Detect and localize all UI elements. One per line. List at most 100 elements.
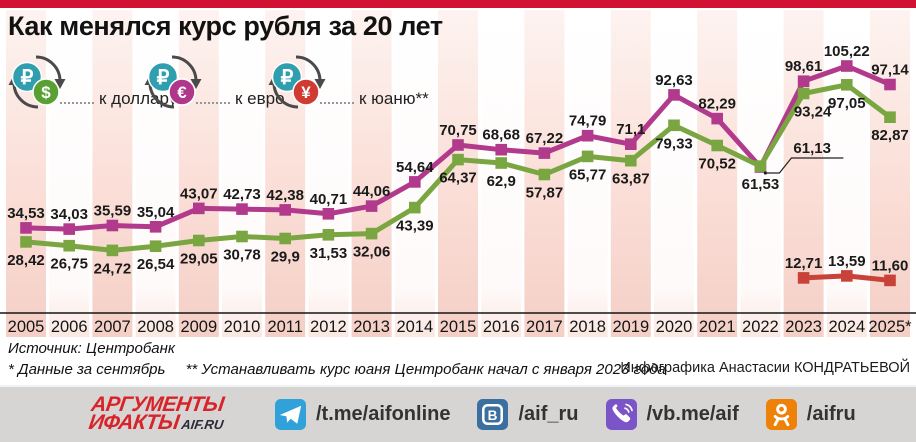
data-value-label: 29,05 xyxy=(180,251,218,268)
data-point-marker xyxy=(20,236,32,248)
x-axis-year-label: 2010 xyxy=(224,318,261,336)
data-point-marker xyxy=(625,138,637,150)
infographic-credit: Инфографика Анастасии КОНДРАТЬЕВОЙ xyxy=(620,360,910,376)
x-axis-year-label: 2019 xyxy=(612,318,649,336)
year-stripe xyxy=(178,10,219,337)
data-point-marker xyxy=(322,229,335,241)
social-link-vk[interactable]: В /aif_ru xyxy=(477,399,579,430)
ruble-sign: ₽ xyxy=(281,67,294,89)
year-stripe xyxy=(654,10,694,337)
x-axis-year-label: 2017 xyxy=(526,318,563,336)
data-point-marker xyxy=(884,111,896,123)
x-axis-year-label: 2012 xyxy=(310,318,347,336)
x-axis-year-label: 2021 xyxy=(699,318,736,336)
annotation-leader-line xyxy=(765,157,844,174)
data-point-marker xyxy=(581,150,594,163)
data-value-label: 44,06 xyxy=(353,183,391,200)
aif-logo[interactable]: АРГУМЕНТЫ ИФАКТЫAIF.RU xyxy=(87,393,250,434)
x-axis-year-label: 2020 xyxy=(656,318,693,336)
data-value-label: 42,38 xyxy=(266,187,304,204)
ruble-euro-exchange-icon: ₽ € xyxy=(144,55,202,109)
data-value-label: 57,87 xyxy=(526,185,564,202)
data-value-label: 105,22 xyxy=(824,43,870,60)
data-point-marker xyxy=(20,222,32,234)
data-value-label: 64,37 xyxy=(439,170,477,187)
social-link-viber[interactable]: /vb.me/aif xyxy=(605,399,739,430)
legend-dotted-line xyxy=(60,102,94,104)
ruble-sign: ₽ xyxy=(21,67,34,89)
data-point-marker xyxy=(193,234,205,247)
data-value-label: 68,68 xyxy=(482,127,520,144)
data-value-label: 79,33 xyxy=(655,135,693,152)
data-point-marker xyxy=(797,272,810,284)
telegram-icon xyxy=(275,399,306,430)
data-value-label: 24,72 xyxy=(94,260,132,277)
data-value-label: 34,03 xyxy=(50,206,88,223)
data-value-label: 97,14 xyxy=(871,62,909,79)
yuan-sign: ¥ xyxy=(301,83,311,102)
footnote-yuan: ** Устанавливать курс юаня Центробанк на… xyxy=(185,361,666,378)
data-value-label: 61,53 xyxy=(742,176,780,193)
social-link-telegram[interactable]: /t.me/aifonline xyxy=(275,399,450,430)
x-axis-year-label: 2022 xyxy=(742,318,779,336)
viber-icon xyxy=(605,399,637,430)
x-axis-year-label: 2009 xyxy=(180,318,217,336)
x-axis-year-label: 2013 xyxy=(353,318,390,336)
data-point-marker xyxy=(538,147,551,159)
ruble-sign: ₽ xyxy=(157,67,170,89)
legend-item-dollar: ₽ $ к доллару xyxy=(6,50,177,114)
legend-item-euro: ₽ € к евро xyxy=(142,50,285,114)
data-point-marker xyxy=(106,219,119,232)
data-point-marker xyxy=(365,200,378,212)
data-point-marker xyxy=(884,78,896,91)
data-value-label: 62,9 xyxy=(487,173,516,190)
exchange-rate-line-chart: 2005 2006 2007 2008 2009 2010 2011 2012 2013 2014… xyxy=(0,10,916,337)
legend-label-dollar: к доллару xyxy=(99,89,178,108)
data-value-label: 26,75 xyxy=(50,256,88,273)
data-point-marker xyxy=(668,89,680,101)
data-point-marker xyxy=(841,270,853,282)
x-axis-year-label: 2024 xyxy=(828,318,865,336)
data-point-marker xyxy=(279,204,291,216)
data-point-marker xyxy=(193,202,205,215)
data-point-marker xyxy=(106,244,119,257)
data-value-label: 12,71 xyxy=(785,255,823,272)
viber-handle: /vb.me/aif xyxy=(646,403,739,425)
data-point-marker xyxy=(668,119,680,132)
x-axis-year-label: 2005 xyxy=(8,318,45,336)
data-point-marker xyxy=(63,223,75,235)
euro-sign: € xyxy=(177,83,187,102)
data-point-marker xyxy=(452,139,464,151)
data-point-marker xyxy=(625,154,637,167)
data-value-label: 97,05 xyxy=(828,95,866,112)
data-point-marker xyxy=(797,87,810,100)
ruble-dollar-exchange-icon: ₽ $ xyxy=(8,55,66,109)
social-link-ok[interactable]: /aifru xyxy=(765,399,856,430)
data-value-label: 34,53 xyxy=(7,205,45,222)
source-line: Источник: Центробанк xyxy=(8,340,175,357)
data-value-label: 42,73 xyxy=(223,186,261,203)
legend-item-yuan: ₽ ¥ к юаню** xyxy=(266,50,429,114)
year-stripe xyxy=(567,10,608,337)
year-stripe xyxy=(92,10,133,337)
data-value-label: 29,9 xyxy=(271,249,300,266)
source-block: Источник: Центробанк * Данные за сентябр… xyxy=(8,340,666,378)
data-value-label: 98,61 xyxy=(785,58,823,75)
svg-text:В: В xyxy=(488,408,498,423)
data-point-marker xyxy=(279,232,291,245)
annotation-value-label: 61,13 xyxy=(793,140,831,157)
dollar-sign: $ xyxy=(41,83,51,102)
ruble-yuan-exchange-icon: ₽ ¥ xyxy=(268,55,326,109)
ruble-coin xyxy=(147,61,179,93)
data-point-marker xyxy=(409,176,421,188)
data-value-label: 40,71 xyxy=(310,191,348,208)
data-value-label: 92,63 xyxy=(655,72,693,89)
year-stripe xyxy=(481,10,522,337)
data-value-label: 63,87 xyxy=(612,171,650,188)
vk-icon: В xyxy=(477,399,509,430)
data-point-marker xyxy=(711,112,723,125)
x-axis-year-label: 2014 xyxy=(396,318,433,336)
data-value-label: 93,24 xyxy=(794,104,832,121)
data-point-marker xyxy=(322,208,335,220)
year-stripe xyxy=(222,10,262,337)
